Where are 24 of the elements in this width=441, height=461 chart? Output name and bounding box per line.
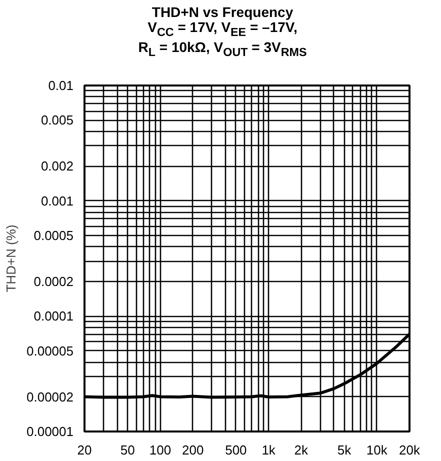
y-tick-label: 0.005 — [40, 112, 74, 128]
x-tick-label: 100 — [149, 442, 172, 458]
y-tick-label: 0.0001 — [34, 308, 74, 324]
y-tick-label: 0.001 — [40, 193, 74, 208]
x-tick-label: 1k — [262, 442, 276, 458]
y-tick-label: 0.00002 — [26, 389, 74, 404]
text: THD+N vs Frequency — [152, 4, 294, 20]
y-tick-label: 0.0002 — [34, 274, 74, 289]
y-tick-label: 0.0005 — [34, 228, 74, 244]
x-tick-label: 10k — [366, 442, 388, 458]
y-tick-label: 0.00005 — [26, 343, 74, 358]
text: R$_{L}$ = 10kΩ, V$_{OUT}$ = 3V$_{RMS}$ — [138, 38, 307, 59]
x-tick-label: 500 — [225, 442, 247, 458]
y-tick-label: 0.01 — [48, 78, 74, 93]
x-tick-label: 2k — [294, 442, 309, 458]
x-tick-label: 20k — [399, 442, 420, 458]
x-tick-label: 50 — [120, 442, 135, 458]
y-axis-title: THD+N (%) — [4, 224, 19, 292]
y-tick-label: 0.00001 — [26, 424, 74, 439]
x-tick-label: 5k — [337, 442, 352, 458]
x-tick-label: 20 — [77, 442, 92, 458]
x-tick-label: 200 — [182, 442, 204, 458]
y-tick-label: 0.002 — [40, 158, 74, 174]
text: V$_{CC}$ = 17V, V$_{EE}$ = –17V, — [148, 19, 298, 39]
